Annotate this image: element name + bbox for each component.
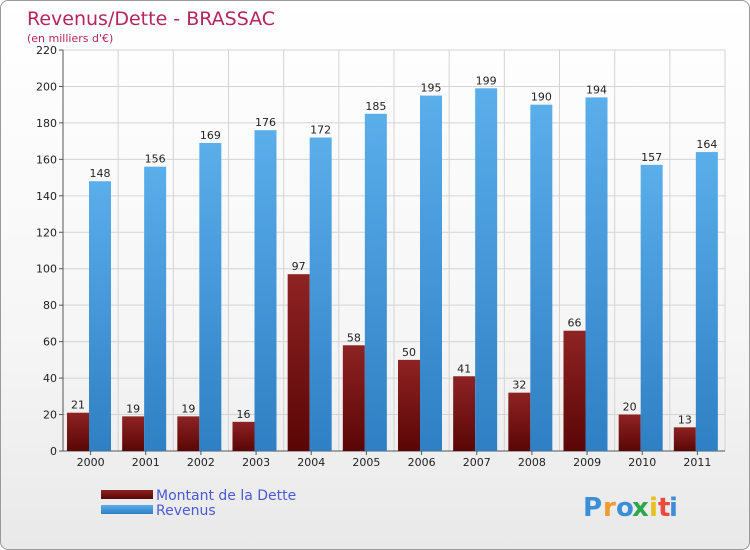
bars: [67, 88, 718, 452]
data-label: 66: [568, 317, 582, 330]
bar-dette: [673, 427, 696, 451]
x-tick-label: 2007: [463, 456, 491, 469]
data-label: 16: [237, 408, 251, 421]
data-label: 190: [531, 91, 552, 104]
legend: Montant de la Dette Revenus: [101, 488, 296, 519]
y-tick-label: 40: [43, 372, 57, 385]
chart-subtitle: (en milliers d'€): [27, 32, 113, 45]
bar-revenus: [695, 152, 718, 451]
x-tick-label: 2001: [132, 456, 160, 469]
data-label: 13: [678, 413, 692, 426]
data-label: 32: [512, 379, 526, 392]
bar-dette: [508, 392, 531, 451]
y-tick-label: 0: [50, 445, 57, 458]
bar-dette: [287, 274, 310, 451]
logo-letter: o: [616, 493, 634, 523]
bar-revenus: [364, 113, 387, 451]
chart-title: Revenus/Dette - BRASSAC: [27, 8, 275, 30]
bar-dette: [122, 416, 145, 451]
data-label: 19: [181, 402, 195, 415]
bar-dette: [67, 412, 89, 451]
bar-revenus: [309, 137, 332, 451]
data-label: 199: [476, 74, 497, 87]
data-label: 157: [641, 151, 662, 164]
legend-swatch-revenus: [101, 505, 153, 514]
bar-revenus: [640, 164, 663, 451]
y-tick-label: 120: [36, 226, 57, 239]
bar-revenus: [144, 166, 167, 451]
data-label: 185: [365, 100, 386, 113]
data-label: 194: [586, 83, 607, 96]
data-label: 172: [310, 123, 331, 136]
x-tick-label: 2006: [408, 456, 436, 469]
y-tick-label: 60: [43, 336, 57, 349]
bar-revenus: [475, 88, 498, 451]
bar-revenus: [254, 130, 277, 451]
data-label: 21: [71, 399, 85, 412]
y-tick-label: 80: [43, 299, 57, 312]
data-labels: 21 148 19 156 19 169 16 176 97 172 58 185 50 195 41 199…: [71, 74, 717, 426]
data-label: 19: [126, 402, 140, 415]
bar-revenus: [89, 181, 111, 451]
bar-dette: [398, 359, 420, 451]
bar-dette: [563, 330, 586, 451]
data-label: 148: [90, 167, 111, 180]
logo-letter: t: [658, 493, 670, 523]
bar-dette: [177, 416, 200, 451]
bar-dette: [618, 414, 641, 451]
data-label: 41: [457, 362, 471, 375]
bar-revenus: [530, 104, 553, 451]
y-tick-label: 140: [36, 190, 57, 203]
y-tick-label: 20: [43, 409, 57, 422]
y-tick-label: 160: [36, 153, 57, 166]
logo-letter: P: [583, 493, 602, 523]
bar-revenus: [420, 95, 442, 452]
y-tick-label: 100: [36, 263, 57, 276]
data-label: 156: [145, 153, 166, 166]
x-tick-label: 2011: [683, 456, 711, 469]
data-label: 50: [402, 346, 416, 359]
x-tick-label: 2003: [242, 456, 270, 469]
bar-revenus: [585, 97, 608, 452]
x-tick-label: 2005: [352, 456, 380, 469]
legend-swatch-dette: [101, 490, 153, 499]
x-tick-label: 2002: [187, 456, 215, 469]
legend-label-dette: Montant de la Dette: [156, 488, 296, 504]
logo-letter: x: [632, 493, 649, 523]
data-label: 169: [200, 129, 221, 142]
bar-dette: [342, 345, 365, 451]
bar-dette: [453, 376, 476, 451]
data-label: 164: [696, 138, 717, 151]
legend-label-revenus: Revenus: [156, 503, 216, 519]
bar-dette: [232, 421, 255, 451]
data-label: 176: [255, 116, 276, 129]
x-tick-label: 2009: [573, 456, 601, 469]
data-label: 97: [292, 260, 306, 273]
x-tick-label: 2008: [518, 456, 546, 469]
x-tick-label: 2010: [628, 456, 656, 469]
data-label: 195: [421, 82, 442, 95]
x-tick-label: 2000: [77, 456, 105, 469]
data-label: 20: [623, 401, 637, 414]
logo-letter: i: [669, 493, 678, 523]
logo-letter: r: [603, 493, 616, 523]
logo-letter: i: [649, 493, 658, 523]
y-tick-label: 180: [36, 117, 57, 130]
x-tick-label: 2004: [297, 456, 325, 469]
y-tick-label: 200: [36, 80, 57, 93]
y-tick-label: 220: [36, 44, 57, 57]
data-label: 58: [347, 331, 361, 344]
bar-revenus: [199, 142, 222, 451]
